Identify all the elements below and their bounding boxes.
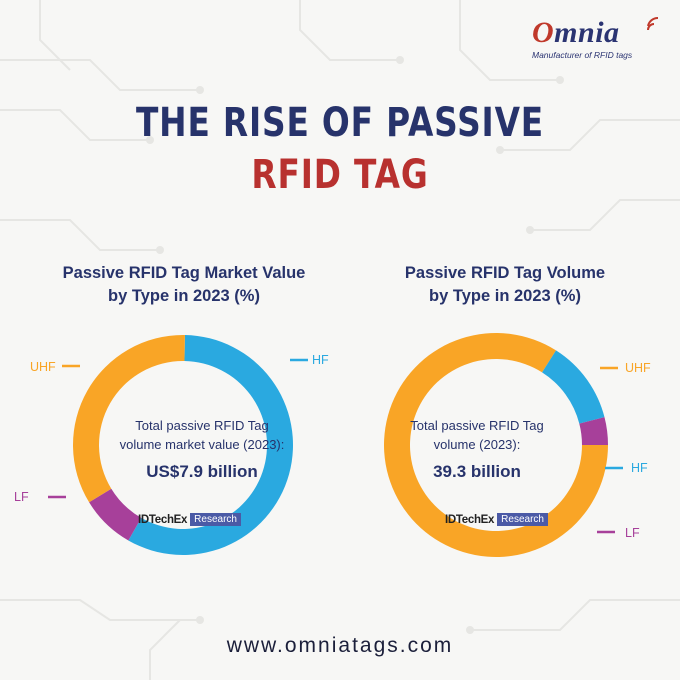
chart-2-title-line1: Passive RFID Tag Volume	[404, 264, 606, 282]
omnia-logo[interactable]: Omnia Manufacturer of RFID tags	[532, 16, 659, 60]
chart-2-center-label-1: Total passive RFID Tag	[410, 418, 544, 433]
chart-2-slice-hf	[542, 350, 605, 424]
logo-wordmark: Omnia	[532, 16, 620, 49]
chart-2-label-uhf: UHF	[625, 361, 651, 375]
chart-1-slice-lf	[89, 488, 142, 541]
chart-1-source-tag: Research	[190, 513, 241, 526]
chart-2-source-tag: Research	[497, 513, 548, 526]
chart-2-title: Passive RFID Tag Volume by Type in 2023 …	[355, 262, 655, 308]
chart-1-source-badge: IDTechEx Research	[138, 513, 241, 526]
chart-2-label-hf: HF	[631, 461, 648, 475]
footer-url[interactable]: www.omniatags.com	[226, 634, 454, 657]
logo-wordmark-rest: mnia	[554, 16, 620, 49]
chart-2-center-label-2: volume (2023):	[433, 437, 521, 452]
chart-2-center-text: Total passive RFID Tag volume (2023): 39…	[372, 416, 582, 482]
chart-1-center-text: Total passive RFID Tag volume market val…	[97, 416, 307, 482]
chart-1-label-hf: HF	[312, 353, 329, 367]
chart-1-slice-uhf	[73, 335, 185, 503]
logo-tagline: Manufacturer of RFID tags	[532, 50, 633, 60]
chart-1-center-value: US$7.9 billion	[146, 462, 258, 481]
chart-2-center-value: 39.3 billion	[433, 462, 521, 481]
chart-1-label-lf: LF	[14, 490, 29, 504]
chart-2-title-line2: by Type in 2023 (%)	[429, 287, 581, 305]
chart-1-title-line1: Passive RFID Tag Market Value	[62, 264, 306, 282]
chart-2-source: IDTechEx	[445, 513, 495, 526]
chart-2-label-lf: LF	[625, 526, 640, 540]
chart-1-source: IDTechEx	[138, 513, 188, 526]
signal-waves-icon	[647, 16, 659, 31]
chart-2-slice-lf	[579, 417, 608, 445]
chart-1-label-uhf: UHF	[30, 360, 56, 374]
chart-1-center-label-1: Total passive RFID Tag	[135, 418, 269, 433]
chart-1-donut: HF LF UHF	[14, 335, 329, 555]
page-title-line2: RFID TAG	[251, 152, 429, 198]
chart-1-title-line2: by Type in 2023 (%)	[108, 287, 260, 305]
chart-1-slice-hf	[128, 335, 294, 555]
chart-1-title: Passive RFID Tag Market Value by Type in…	[34, 262, 334, 308]
chart-2-donut: UHF HF LF	[384, 333, 651, 557]
page-title-line1: THE RISE OF PASSIVE	[135, 100, 545, 146]
chart-1-center-label-2: volume market value (2023):	[119, 437, 285, 452]
chart-2-source-badge: IDTechEx Research	[445, 513, 548, 526]
